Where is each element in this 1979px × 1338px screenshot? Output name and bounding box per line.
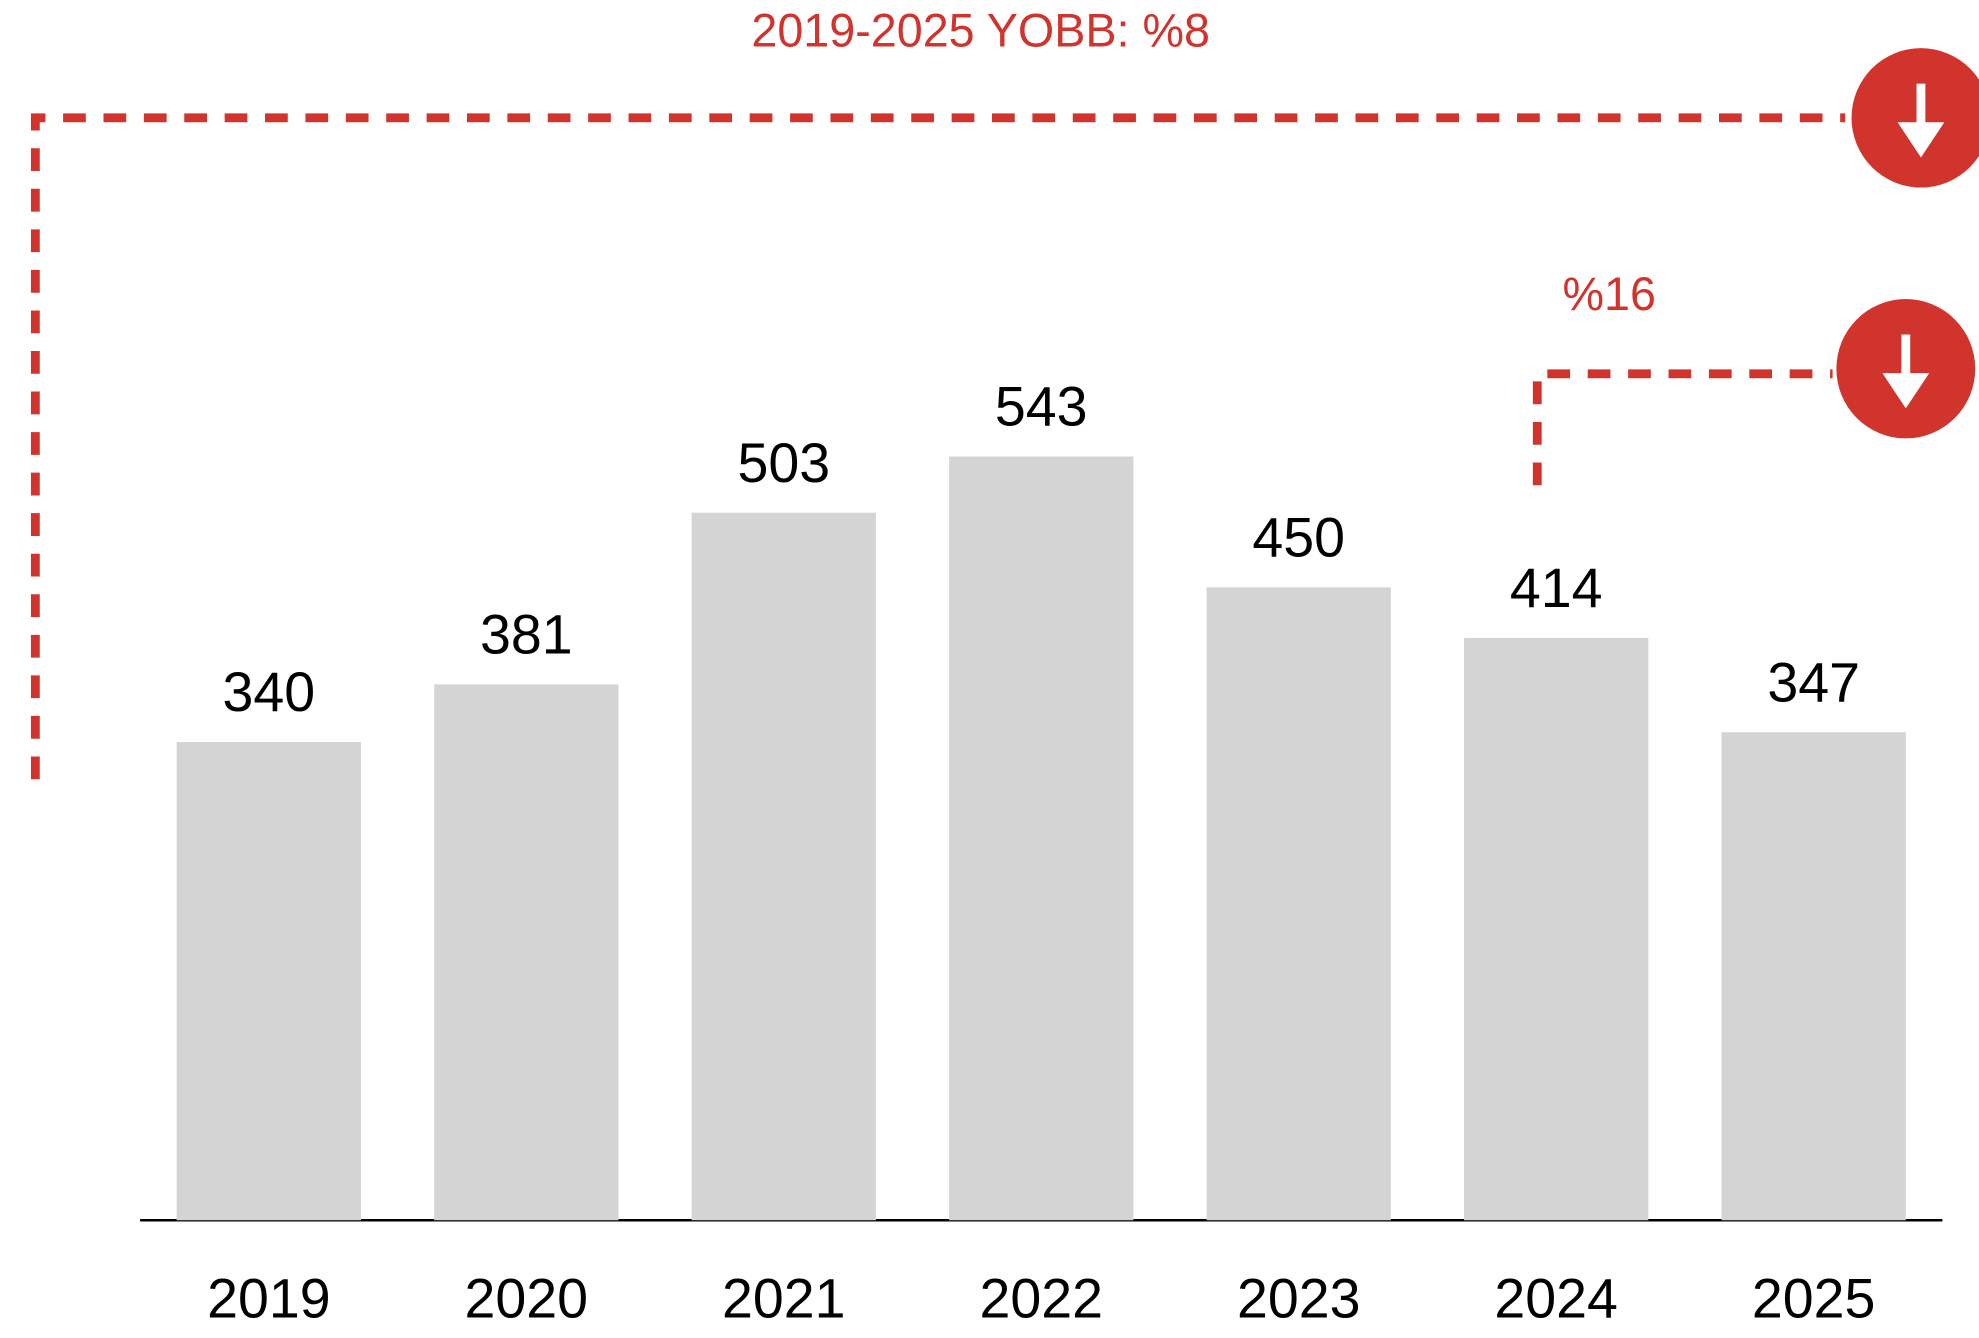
- down-arrow: [1882, 334, 1930, 409]
- annotation-text: 2019-2025 YOBB: %8: [751, 5, 1210, 57]
- bracket-line: [30, 113, 1846, 780]
- bar: [176, 742, 361, 1221]
- value-label: 503: [737, 432, 830, 494]
- value-label: 414: [1510, 557, 1603, 619]
- value-label: 347: [1767, 651, 1860, 713]
- bar: [949, 456, 1134, 1221]
- x-tick-label: 2025: [1752, 1267, 1876, 1329]
- annotations: 2019-2025 YOBB: %8 %16: [30, 5, 1979, 780]
- value-label: 543: [995, 376, 1088, 438]
- annotation-text: %16: [1562, 268, 1655, 320]
- x-tick-label: 2021: [722, 1267, 846, 1329]
- x-tick-label: 2024: [1494, 1267, 1618, 1329]
- x-tick-label: 2020: [465, 1267, 589, 1329]
- value-label: 450: [1252, 506, 1345, 568]
- bar: [434, 684, 619, 1221]
- down-arrow: [1897, 83, 1945, 158]
- bar: [1206, 587, 1391, 1221]
- x-tick-label: 2019: [207, 1267, 331, 1329]
- bracket-line: [1532, 369, 1833, 486]
- bar: [1721, 732, 1906, 1221]
- value-label: 340: [223, 661, 316, 723]
- bar: [691, 512, 876, 1221]
- down-badge: [1851, 48, 1979, 188]
- value-label: 381: [480, 603, 573, 665]
- x-tick-label: 2022: [979, 1267, 1103, 1329]
- bar: [1464, 637, 1649, 1221]
- x-tick-label: 2023: [1237, 1267, 1361, 1329]
